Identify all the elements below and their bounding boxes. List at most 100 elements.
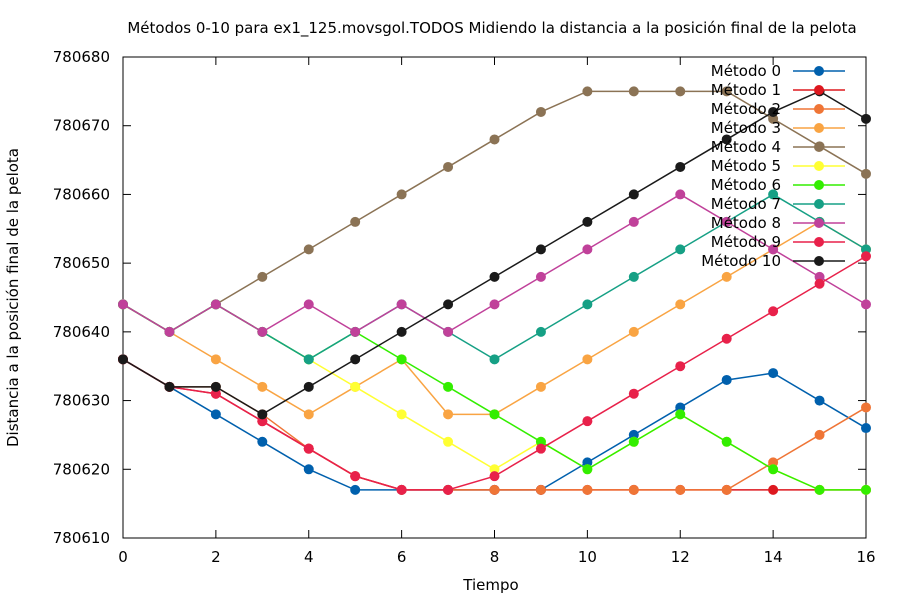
data-point (257, 409, 268, 420)
legend-entry: Método 5 (711, 157, 845, 175)
legend-marker (814, 218, 824, 228)
data-point (814, 429, 825, 440)
y-tick-label: 780670 (53, 117, 110, 135)
data-point (257, 436, 268, 447)
data-point (861, 299, 871, 310)
data-point (582, 299, 593, 310)
data-point (675, 484, 686, 495)
data-point (489, 471, 500, 482)
legend-marker (814, 123, 824, 133)
series-5 (118, 299, 871, 495)
x-tick-label: 12 (671, 548, 690, 566)
legend-marker (814, 85, 824, 95)
data-point (535, 381, 546, 392)
data-point (861, 251, 871, 262)
data-point (396, 354, 407, 365)
data-point (721, 484, 732, 495)
data-point (350, 326, 361, 337)
data-point (768, 113, 779, 124)
data-point (628, 86, 639, 97)
series-line (122, 255, 867, 491)
data-point (675, 402, 686, 413)
data-point (257, 326, 268, 337)
x-tick-label: 2 (211, 548, 221, 566)
x-tick-label: 14 (764, 548, 783, 566)
axes: 0 2 4 6 8 10 12 14 16 780610 780620 780630 780640 780… (53, 48, 876, 566)
data-point (210, 354, 221, 365)
data-point (443, 381, 454, 392)
data-point (535, 244, 546, 255)
data-point (535, 271, 546, 282)
legend-label: Método 0 (711, 62, 781, 80)
legend-entry: Método 8 (711, 214, 845, 232)
data-point (628, 484, 639, 495)
x-tick-label: 8 (490, 548, 500, 566)
data-point (350, 354, 361, 365)
data-point (535, 106, 546, 117)
data-point (210, 299, 221, 310)
series-9 (118, 251, 871, 495)
data-point (628, 429, 639, 440)
data-point (443, 436, 454, 447)
data-point (628, 216, 639, 227)
legend-label: Método 7 (711, 195, 781, 213)
data-point (535, 326, 546, 337)
data-point (582, 416, 593, 427)
data-point (814, 278, 825, 289)
data-point (535, 443, 546, 454)
data-point (721, 374, 732, 385)
data-point (582, 464, 593, 475)
data-point (675, 409, 686, 420)
legend-marker (814, 104, 824, 114)
data-point (489, 354, 500, 365)
legend-label: Método 1 (711, 81, 781, 99)
data-point (582, 244, 593, 255)
legend-entry: Método 7 (711, 195, 845, 213)
data-point (628, 189, 639, 200)
x-tick-label: 16 (856, 548, 875, 566)
data-point (396, 189, 407, 200)
data-point (721, 134, 732, 145)
data-point (768, 244, 779, 255)
data-point (582, 484, 593, 495)
legend-entry: Método 10 (701, 252, 845, 270)
data-point (350, 216, 361, 227)
legend-marker (814, 180, 824, 190)
x-tick-label: 10 (578, 548, 597, 566)
data-point (303, 354, 314, 365)
data-point (210, 388, 221, 399)
series-layer (118, 86, 871, 495)
data-point (628, 271, 639, 282)
series-10 (118, 86, 871, 420)
data-point (350, 484, 361, 495)
data-point (861, 113, 871, 124)
legend-marker (814, 161, 824, 171)
data-point (303, 443, 314, 454)
data-point (721, 271, 732, 282)
data-point (814, 271, 825, 282)
legend-entry: Método 2 (711, 100, 845, 118)
data-point (768, 189, 779, 200)
data-point (303, 244, 314, 255)
data-point (443, 161, 454, 172)
data-point (768, 106, 779, 117)
data-point (628, 436, 639, 447)
x-tick-label: 6 (397, 548, 407, 566)
data-point (164, 381, 175, 392)
y-tick-label: 780650 (53, 254, 110, 272)
data-point (721, 436, 732, 447)
x-axis-label: Tiempo (462, 576, 518, 594)
data-point (861, 402, 871, 413)
data-point (489, 409, 500, 420)
data-point (768, 457, 779, 468)
data-point (210, 409, 221, 420)
data-point (257, 381, 268, 392)
chart-title: Métodos 0-10 para ex1_125.movsgol.TODOS … (127, 19, 856, 38)
data-point (489, 299, 500, 310)
data-point (675, 299, 686, 310)
data-point (582, 86, 593, 97)
data-point (396, 326, 407, 337)
legend-label: Método 6 (711, 176, 781, 194)
